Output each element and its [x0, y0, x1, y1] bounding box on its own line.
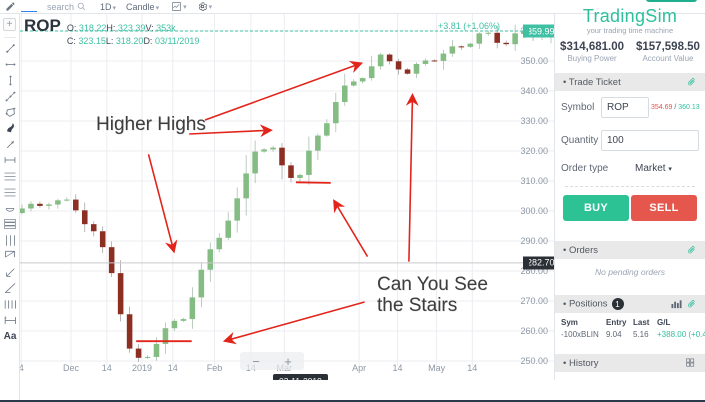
- svg-text:3: 3: [5, 316, 7, 320]
